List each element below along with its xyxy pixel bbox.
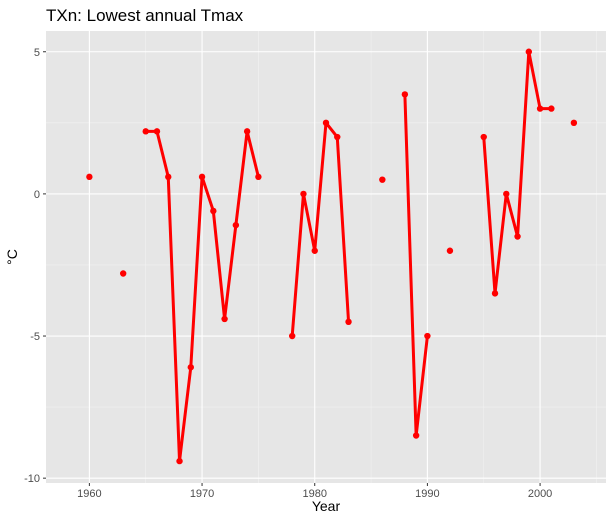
data-point (412, 432, 420, 439)
x-tick-label: 1990 (415, 488, 439, 500)
data-point (570, 119, 578, 127)
data-point (334, 133, 341, 141)
x-tick-label: 1980 (302, 488, 326, 500)
y-tick-label: 5 (34, 47, 40, 59)
data-point (243, 128, 251, 135)
data-point (198, 173, 206, 181)
data-point (446, 247, 454, 254)
data-point (221, 315, 228, 323)
data-point (480, 133, 487, 141)
x-axis-tick-labels: 1960 1970 1980 1990 2000 (77, 488, 552, 500)
axis-ticks (43, 51, 541, 486)
data-point (322, 119, 330, 127)
x-tick-label: 2000 (528, 488, 552, 500)
data-point (232, 221, 240, 229)
x-tick-label: 1970 (190, 488, 214, 500)
data-point (142, 128, 149, 135)
data-point (536, 105, 544, 112)
x-axis-title: Year (312, 498, 341, 514)
data-point (153, 128, 161, 135)
data-point (187, 364, 194, 371)
data-point (345, 318, 352, 326)
data-point (288, 332, 296, 340)
data-point (176, 457, 183, 465)
plot-panel (46, 31, 606, 483)
data-point (379, 176, 386, 183)
data-point (311, 247, 318, 254)
y-axis-title: °C (4, 249, 20, 265)
data-point (300, 190, 307, 198)
minor-gridlines (46, 31, 606, 483)
data-point (165, 173, 172, 181)
data-point (548, 105, 555, 112)
data-point (255, 173, 262, 181)
y-axis-tick-labels: 5 0 -5 -10 (24, 47, 40, 485)
data-point (491, 290, 499, 297)
data-point (424, 332, 431, 340)
major-gridlines (46, 31, 606, 483)
data-point (401, 91, 409, 98)
y-tick-label: -5 (30, 331, 40, 343)
chart-title: TXn: Lowest annual Tmax (46, 6, 244, 25)
data-point (514, 233, 521, 240)
series-points (86, 48, 578, 465)
data-point (210, 207, 217, 215)
y-tick-label: -10 (24, 473, 40, 485)
data-point (119, 270, 127, 277)
x-tick-label: 1960 (77, 488, 101, 500)
data-point (86, 173, 93, 181)
series-line (290, 121, 351, 338)
y-tick-label: 0 (34, 189, 40, 201)
data-point (525, 48, 533, 55)
data-point (503, 190, 510, 198)
